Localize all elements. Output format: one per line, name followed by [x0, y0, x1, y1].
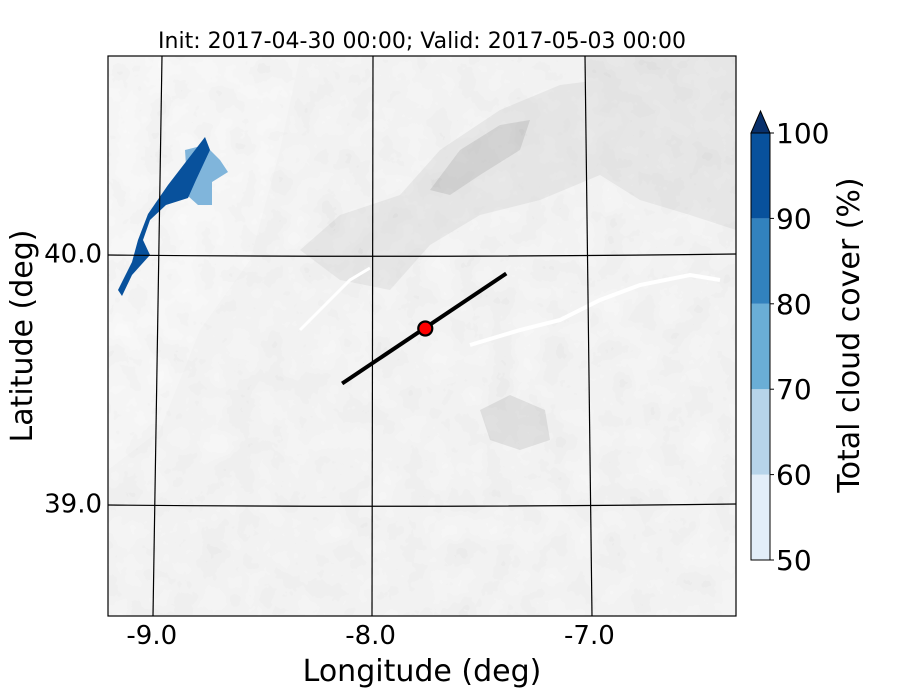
- graticule: [108, 56, 736, 616]
- cloud-cover-90: [118, 137, 210, 296]
- colorbar-segment: [751, 133, 770, 219]
- map-frame: [107, 55, 737, 617]
- colorbar-label: Total cloud cover (%): [832, 177, 867, 493]
- cloud-cover-layer: [118, 137, 228, 296]
- colorbar-tick-label: 60: [776, 459, 812, 492]
- colorbar-tick-label: 70: [776, 373, 812, 406]
- colorbar-frame: [750, 132, 771, 561]
- meridian-minus-9: [152, 56, 163, 616]
- colorbar: 50 60 70 80 90 100: [750, 109, 829, 577]
- map-panel: [108, 56, 736, 616]
- x-tick-labels: -9.0 -8.0 -7.0: [126, 621, 614, 651]
- river-zezere: [298, 266, 371, 332]
- colorbar-tick-label: 100: [776, 117, 829, 150]
- colorbar-tick-label: 90: [776, 202, 812, 235]
- y-tick-label: 40.0: [44, 240, 102, 270]
- meridian-minus-8: [371, 56, 374, 616]
- y-axis-label: Latitude (deg): [5, 230, 40, 443]
- colorbar-tick-label: 50: [776, 544, 812, 577]
- terrain-texture: [108, 56, 736, 616]
- chart-title: Init: 2017-04-30 00:00; Valid: 2017-05-0…: [158, 29, 686, 54]
- colorbar-segment: [751, 474, 770, 560]
- colorbar-extend-arrow: [750, 109, 771, 134]
- y-tick-labels: 40.0 39.0: [44, 240, 102, 520]
- x-tick-label: -7.0: [564, 621, 615, 651]
- y-tick-label: 39.0: [44, 490, 102, 520]
- colorbar-tick-label: 80: [776, 288, 812, 321]
- river-tagus: [469, 272, 721, 347]
- x-tick-label: -9.0: [126, 621, 177, 651]
- meridian-minus-7: [584, 56, 593, 616]
- colorbar-segment: [751, 389, 770, 475]
- x-tick-label: -8.0: [345, 621, 396, 651]
- location-marker: [417, 320, 434, 337]
- parallel-39: [108, 503, 736, 507]
- colorbar-segment: [751, 303, 770, 390]
- x-axis-label: Longitude (deg): [303, 654, 542, 689]
- colorbar-segment: [751, 218, 770, 304]
- parallel-40: [108, 253, 736, 257]
